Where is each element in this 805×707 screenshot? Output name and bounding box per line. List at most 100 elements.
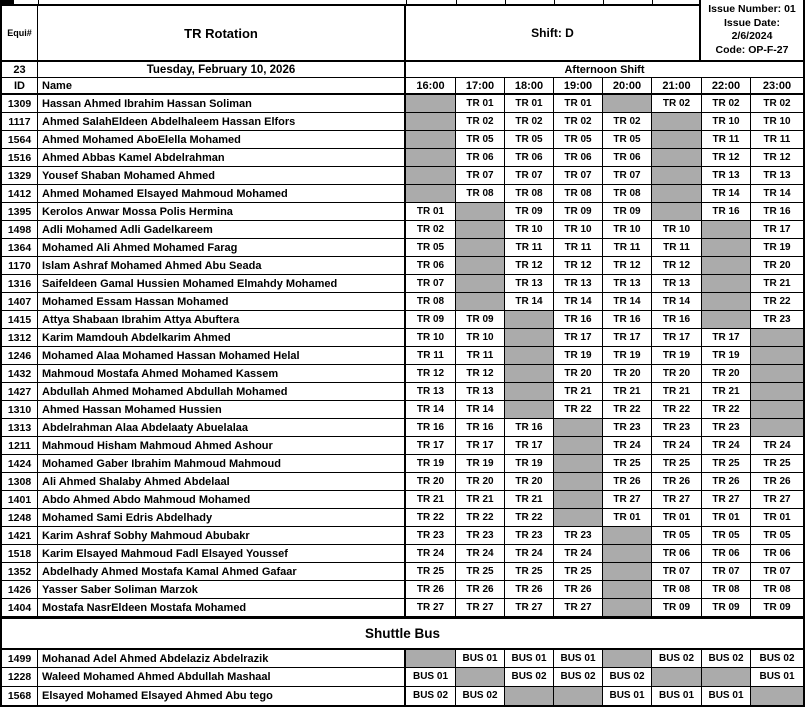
table-row: 1228 Waleed Mohamed Ahmed Abdullah Masha… <box>2 668 803 687</box>
assignment-cell: TR 23 <box>505 527 554 545</box>
assignment-cell: TR 25 <box>702 455 751 473</box>
break-cell <box>751 686 803 705</box>
table-row: 1308 Ali Ahmed Shalaby Ahmed Abdelaal TR… <box>2 473 803 491</box>
time-column-header: 22:00 <box>702 78 751 95</box>
assignment-cell: TR 23 <box>702 419 751 437</box>
employee-name: Ahmed SalahEldeen Abdelhaleem Hassan Elf… <box>38 113 406 131</box>
assignment-cell: TR 05 <box>751 527 803 545</box>
time-column-header: 18:00 <box>505 78 554 95</box>
assignment-cell: TR 22 <box>702 401 751 419</box>
employee-name: Attya Shabaan Ibrahim Attya Abuftera <box>38 311 406 329</box>
table-row: 1246 Mohamed Alaa Mohamed Hassan Mohamed… <box>2 347 803 365</box>
break-cell <box>554 455 603 473</box>
table-row: 1395 Kerolos Anwar Mossa Polis Hermina T… <box>2 203 803 221</box>
break-cell <box>603 95 652 113</box>
employee-name: Ahmed Abbas Kamel Abdelrahman <box>38 149 406 167</box>
assignment-cell: TR 19 <box>702 347 751 365</box>
assignment-cell: TR 08 <box>456 185 505 203</box>
table-row: 1312 Karim Mamdouh Abdelkarim Ahmed TR 1… <box>2 329 803 347</box>
assignment-cell: TR 17 <box>554 329 603 347</box>
assignment-cell: TR 23 <box>751 311 803 329</box>
employee-name: Mostafa NasrEldeen Mostafa Mohamed <box>38 599 406 617</box>
employee-id: 1427 <box>2 383 38 401</box>
break-cell <box>505 401 554 419</box>
employee-name: Islam Ashraf Mohamed Ahmed Abu Seada <box>38 257 406 275</box>
assignment-cell: TR 16 <box>652 311 702 329</box>
employee-name: Karim Elsayed Mahmoud Fadl Elsayed Youss… <box>38 545 406 563</box>
break-cell <box>554 509 603 527</box>
assignment-cell: TR 05 <box>652 527 702 545</box>
time-column-header: 19:00 <box>554 78 603 95</box>
break-cell <box>751 329 803 347</box>
employee-id: 1364 <box>2 239 38 257</box>
assignment-cell: TR 27 <box>554 599 603 617</box>
assignment-cell: TR 12 <box>652 257 702 275</box>
break-cell <box>652 131 702 149</box>
column-header-row: ID Name 16:00 17:00 18:00 19:00 20:00 21… <box>2 78 803 95</box>
assignment-cell: TR 08 <box>751 581 803 599</box>
assignment-cell: TR 08 <box>505 185 554 203</box>
assignment-cell: TR 16 <box>456 419 505 437</box>
time-column-header: 21:00 <box>652 78 702 95</box>
assignment-cell: TR 06 <box>554 149 603 167</box>
break-cell <box>505 347 554 365</box>
assignment-cell: TR 17 <box>603 329 652 347</box>
assignment-cell: TR 22 <box>652 401 702 419</box>
assignment-cell: TR 02 <box>554 113 603 131</box>
break-cell <box>456 257 505 275</box>
time-column-header: 17:00 <box>456 78 505 95</box>
assignment-cell: TR 02 <box>406 221 456 239</box>
assignment-cell: TR 17 <box>702 329 751 347</box>
assignment-cell: TR 11 <box>652 239 702 257</box>
page-edge-artifact <box>2 0 803 4</box>
assignment-cell: TR 21 <box>406 491 456 509</box>
employee-name: Saifeldeen Gamal Hussien Mohamed Elmahdy… <box>38 275 406 293</box>
employee-name: Ahmed Hassan Mohamed Hussien <box>38 401 406 419</box>
employee-id: 1498 <box>2 221 38 239</box>
assignment-cell: TR 14 <box>751 185 803 203</box>
assignment-cell: TR 27 <box>751 491 803 509</box>
break-cell <box>702 293 751 311</box>
table-row: 1421 Karim Ashraf Sobhy Mahmoud Abubakr … <box>2 527 803 545</box>
time-column-header: 16:00 <box>406 78 456 95</box>
employee-id: 1211 <box>2 437 38 455</box>
assignment-cell: BUS 02 <box>554 668 603 687</box>
assignment-cell: BUS 01 <box>702 686 751 705</box>
assignment-cell: TR 02 <box>652 95 702 113</box>
assignment-cell: TR 26 <box>554 581 603 599</box>
employee-id: 1407 <box>2 293 38 311</box>
assignment-cell: TR 25 <box>751 455 803 473</box>
break-cell <box>751 383 803 401</box>
assignment-cell: TR 10 <box>702 113 751 131</box>
time-column-header: 23:00 <box>751 78 803 95</box>
break-cell <box>505 383 554 401</box>
id-column-header: ID <box>2 78 38 95</box>
assignment-cell: TR 27 <box>456 599 505 617</box>
employee-id: 1316 <box>2 275 38 293</box>
table-row: 1427 Abdullah Ahmed Mohamed Abdullah Moh… <box>2 383 803 401</box>
assignment-cell: TR 09 <box>751 599 803 617</box>
assignment-cell: TR 21 <box>554 383 603 401</box>
name-column-header: Name <box>38 78 406 95</box>
employee-id: 1432 <box>2 365 38 383</box>
assignment-cell: TR 05 <box>406 239 456 257</box>
assignment-cell: TR 23 <box>406 527 456 545</box>
assignment-cell: TR 17 <box>652 329 702 347</box>
assignment-cell: TR 16 <box>505 419 554 437</box>
assignment-cell: TR 10 <box>652 221 702 239</box>
table-row: 1412 Ahmed Mohamed Elsayed Mahmoud Moham… <box>2 185 803 203</box>
break-cell <box>751 419 803 437</box>
table-row: 1309 Hassan Ahmed Ibrahim Hassan Soliman… <box>2 95 803 113</box>
assignment-cell: TR 20 <box>505 473 554 491</box>
break-cell <box>603 650 652 669</box>
table-row: 1211 Mahmoud Hisham Mahmoud Ahmed Ashour… <box>2 437 803 455</box>
equip-number: 23 <box>2 62 38 78</box>
assignment-cell: TR 07 <box>406 275 456 293</box>
employee-id: 1404 <box>2 599 38 617</box>
employee-name: Mohanad Adel Ahmed Abdelaziz Abdelrazik <box>38 650 406 669</box>
employee-name: Waleed Mohamed Ahmed Abdullah Mashaal <box>38 668 406 687</box>
document-header: Equi# TR Rotation Shift: D Issue Number:… <box>2 0 803 62</box>
assignment-cell: TR 21 <box>603 383 652 401</box>
assignment-cell: TR 08 <box>554 185 603 203</box>
assignment-cell: TR 21 <box>702 383 751 401</box>
